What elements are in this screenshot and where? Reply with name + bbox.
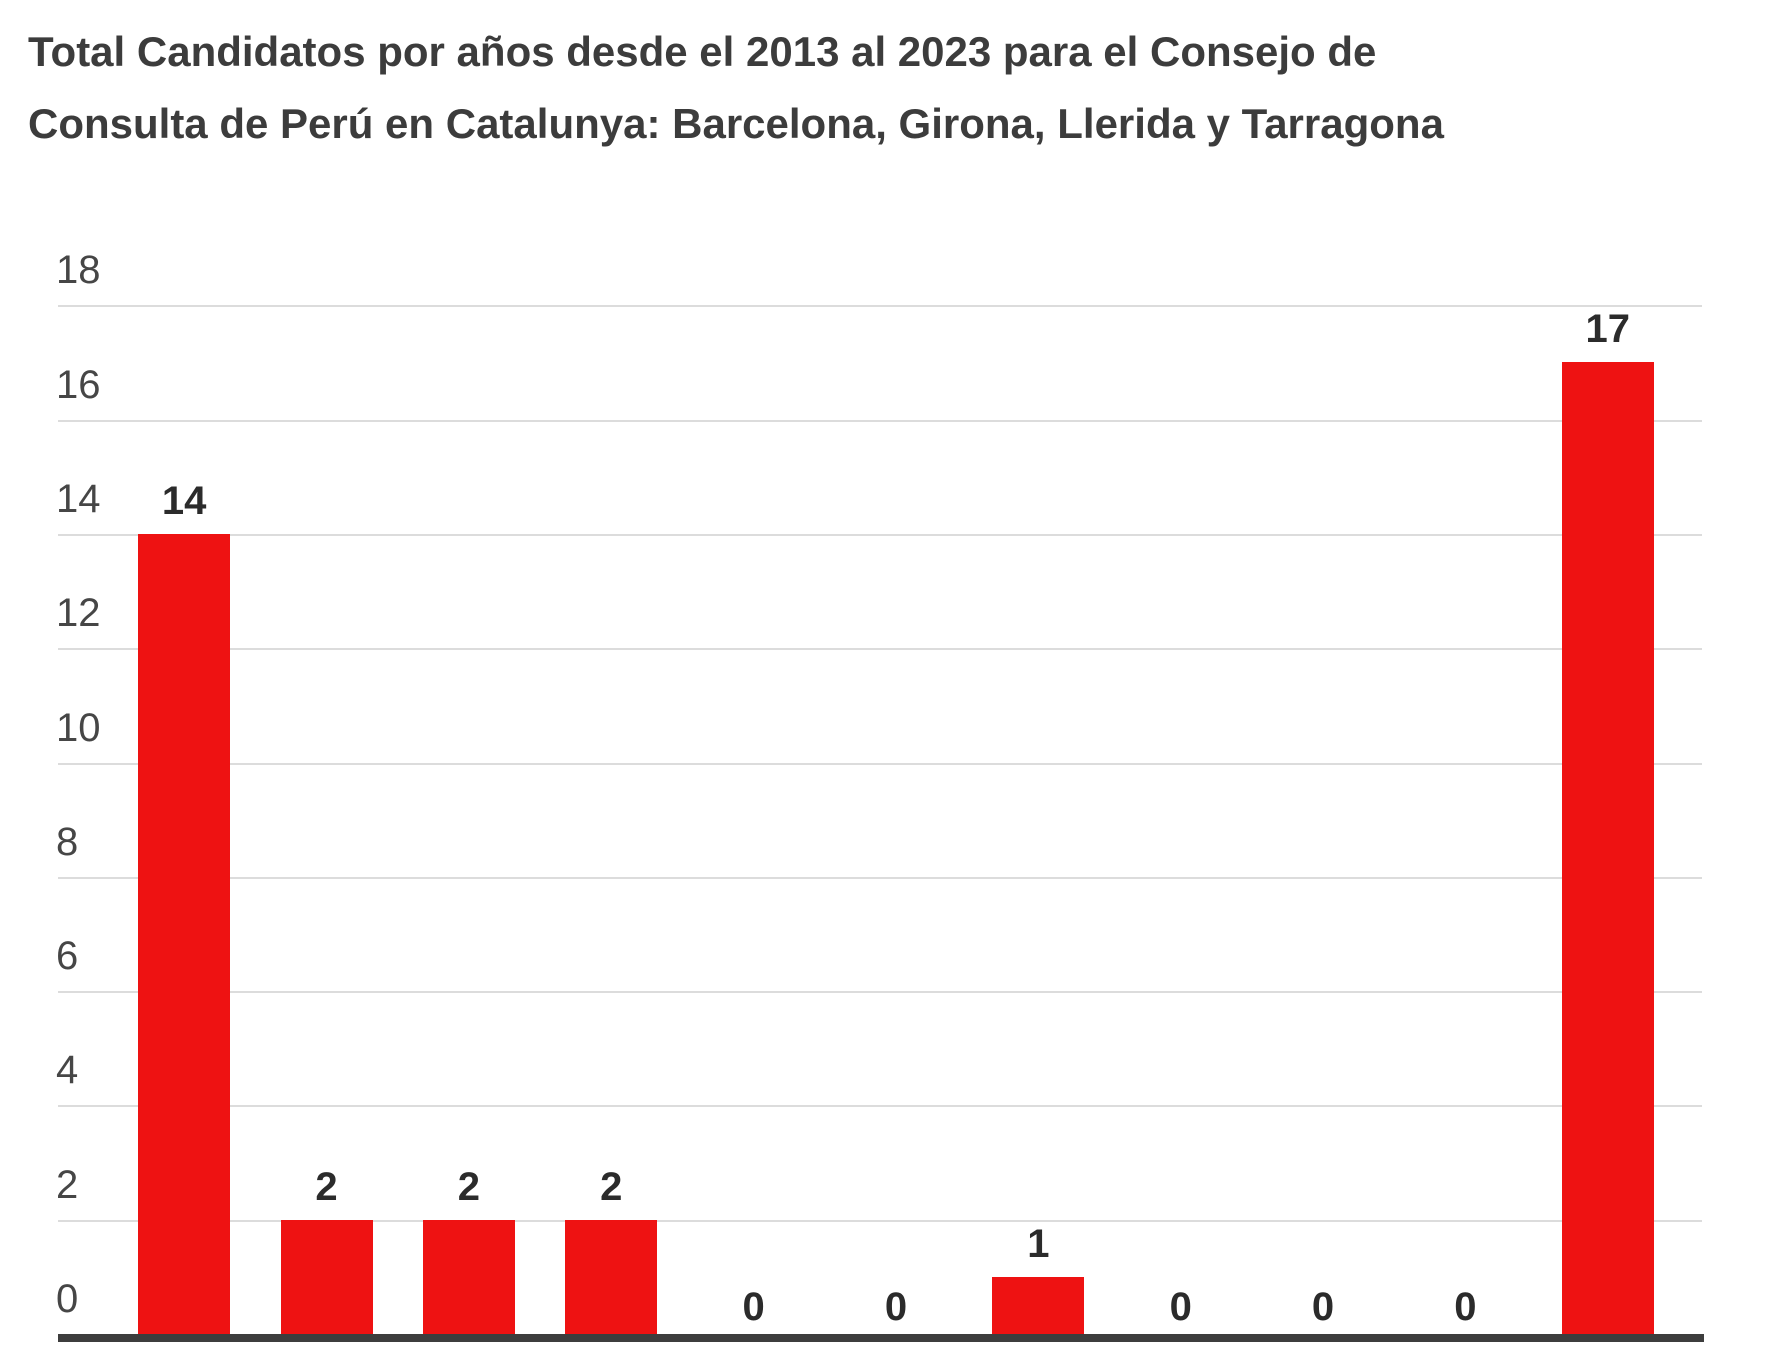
bar-2014[interactable] [280, 1219, 373, 1334]
bar-value-label-2013: 14 [161, 478, 207, 523]
y-axis-tick-label-8: 8 [56, 819, 79, 864]
bar-2016[interactable] [565, 1219, 658, 1334]
y-axis-tick-label-0: 0 [56, 1277, 79, 1321]
gridline-y-16 [58, 419, 1702, 422]
chart-title-line-1: Total Candidatos por años desde el 2013 … [28, 28, 1377, 75]
y-axis-tick-label-16: 16 [56, 362, 101, 407]
bar-value-label-2015: 2 [457, 1164, 481, 1209]
x-axis-line [58, 1334, 1704, 1342]
bar-value-label-2017: 0 [742, 1285, 765, 1329]
chart-title: Total Candidatos por años desde el 2013 … [28, 16, 1444, 160]
bar-value-label-2019: 1 [1027, 1221, 1050, 1266]
bar-value-label-2014: 2 [315, 1164, 338, 1209]
bar-value-label-2022: 0 [1454, 1285, 1477, 1329]
gridline-y-6 [58, 991, 1702, 994]
bar-value-label-2018: 0 [884, 1285, 908, 1329]
bar-2019[interactable] [992, 1276, 1085, 1334]
gridline-y-14 [58, 533, 1702, 536]
bar-2013[interactable] [138, 533, 231, 1334]
chart-title-line-2: Consulta de Perú en Catalunya: Barcelona… [28, 100, 1444, 147]
bar-value-label-2021: 0 [1311, 1285, 1335, 1329]
bar-value-label-2016: 2 [600, 1164, 623, 1209]
y-axis-tick-label-12: 12 [56, 591, 101, 636]
y-axis-tick-label-2: 2 [56, 1162, 79, 1207]
bar-2015[interactable] [422, 1219, 515, 1334]
gridline-y-2 [58, 1219, 1702, 1222]
y-axis-tick-label-18: 18 [56, 248, 101, 293]
gridline-y-10 [58, 762, 1702, 765]
y-axis-tick-label-4: 4 [56, 1048, 79, 1093]
bar-value-label-2020: 0 [1169, 1285, 1192, 1329]
bar-2023[interactable] [1561, 362, 1654, 1334]
y-axis-tick-label-14: 14 [56, 476, 101, 521]
gridline-y-4 [58, 1105, 1702, 1108]
gridline-y-12 [58, 648, 1702, 651]
y-axis-tick-label-10: 10 [56, 705, 101, 750]
y-axis-tick-label-6: 6 [56, 934, 79, 979]
gridline-y-18 [58, 305, 1702, 308]
bar-value-label-2023: 17 [1585, 307, 1631, 352]
gridline-y-8 [58, 876, 1702, 879]
